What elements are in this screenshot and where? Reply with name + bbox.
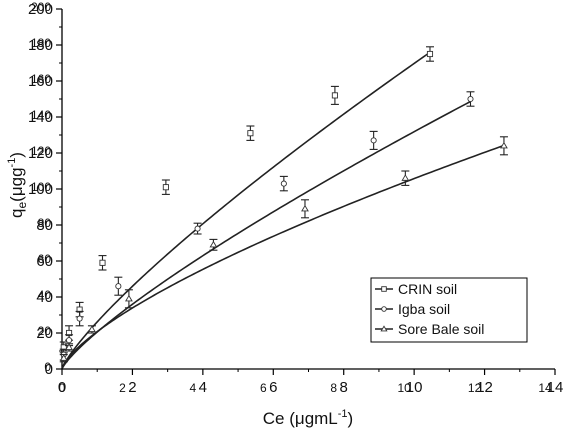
data-point (426, 50, 434, 58)
y-tick-label: 60 (36, 253, 53, 270)
data-point (209, 240, 218, 248)
y-stray-label: 180 (31, 36, 51, 50)
y-axis-title: qe(μgg-1) (6, 152, 29, 218)
legend-label: Igba soil (398, 301, 450, 317)
legend-marker (381, 286, 387, 292)
legend-label: Sore Bale soil (398, 321, 484, 337)
data-points (59, 46, 508, 363)
data-point (162, 184, 169, 191)
data-point (467, 95, 474, 103)
x-tick-label: 8 (340, 379, 348, 396)
data-point (125, 294, 133, 302)
y-stray-label: 20 (38, 324, 52, 338)
data-point (65, 343, 73, 351)
y-tick-label: 80 (36, 217, 53, 234)
x-tick-label: 4 (199, 379, 207, 396)
y-stray-label: 100 (31, 180, 51, 194)
y-tick-label: 160 (28, 73, 53, 90)
legend-box (370, 277, 528, 343)
x-tick-label: 0 (58, 379, 66, 396)
y-stray-label: 60 (38, 252, 52, 266)
x-axis-title: Ce (μgmL-1) (263, 408, 353, 428)
x-stray-label: 2 (119, 381, 126, 395)
y-tick-label: 100 (28, 181, 53, 198)
x-stray-label: 14 (538, 381, 552, 395)
x-tick-label: 6 (269, 379, 277, 396)
y-tick-label: 180 (28, 37, 53, 54)
data-point (247, 130, 254, 137)
y-tick-label: 120 (28, 145, 53, 162)
x-stray-label: 6 (260, 381, 267, 395)
fit-curve (61, 51, 431, 369)
y-tick-label: 0 (45, 361, 53, 378)
data-point (331, 92, 338, 99)
y-tick-label: 20 (36, 325, 53, 342)
y-stray-label: 160 (31, 72, 51, 86)
x-stray-label: 8 (330, 381, 337, 395)
y-tick-label: 200 (28, 1, 53, 18)
data-point (370, 137, 377, 144)
y-stray-label: 40 (38, 288, 52, 302)
data-point (500, 141, 508, 149)
x-tick-label: 12 (476, 379, 493, 396)
x-stray-label: 10 (397, 381, 411, 395)
x-tick-label: 2 (128, 379, 136, 396)
axis-ticks (56, 8, 556, 375)
fit-curves (61, 51, 505, 369)
y-tick-label: 40 (36, 289, 53, 306)
x-stray-label: 12 (468, 381, 482, 395)
fit-curve (61, 144, 505, 368)
x-tick-label: 14 (547, 379, 564, 396)
data-point (76, 315, 83, 322)
data-point (88, 325, 96, 333)
data-point (280, 180, 287, 187)
fit-curve (61, 100, 471, 369)
legend-marker (381, 306, 387, 312)
x-tick-label: 10 (406, 379, 423, 396)
data-point (401, 174, 410, 181)
y-stray-label: 140 (31, 108, 51, 122)
x-stray-label: 0 (59, 381, 66, 395)
y-stray-label: 80 (38, 216, 52, 230)
x-stray-label: 4 (190, 381, 197, 395)
data-point (65, 337, 73, 344)
legend-label: CRIN soil (398, 281, 457, 297)
data-point (115, 283, 122, 290)
data-point (99, 259, 106, 266)
data-point (194, 225, 201, 232)
y-tick-label: 140 (28, 109, 53, 126)
y-stray-label: 200 (31, 0, 51, 14)
y-stray-label: 120 (31, 144, 51, 158)
y-stray-label: 0 (44, 360, 51, 374)
legend: CRIN soil Igba soil Sore Bale soil (370, 277, 528, 343)
data-point (301, 204, 309, 212)
data-point (59, 354, 68, 361)
legend-marker (380, 325, 388, 332)
